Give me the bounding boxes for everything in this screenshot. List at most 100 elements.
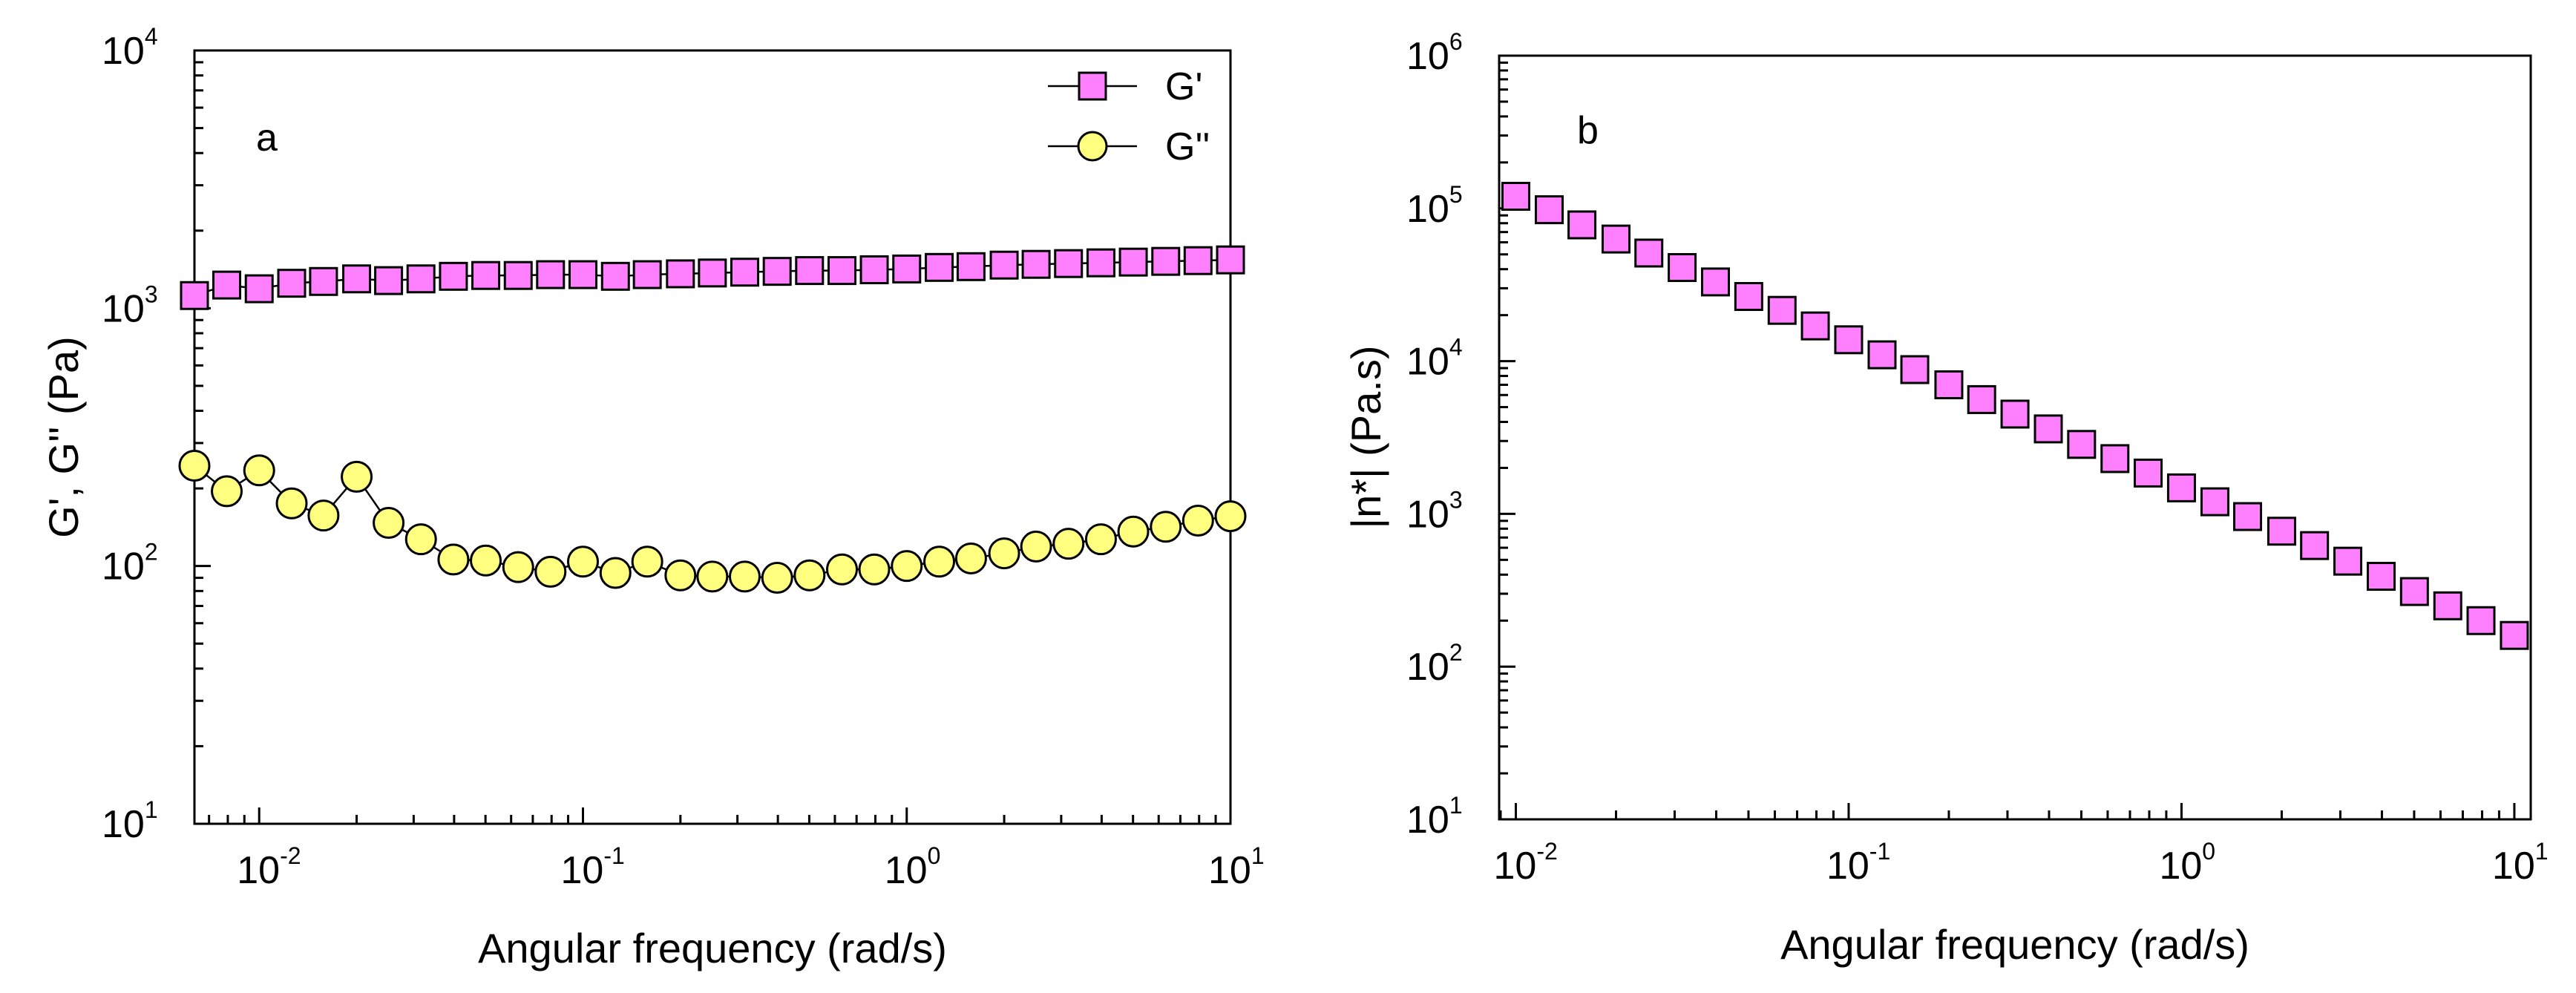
b-x-tick-label-exp: -2	[1536, 838, 1557, 865]
b-point-eta	[2201, 488, 2228, 515]
chart-a-legend: G' G''	[1048, 65, 1210, 168]
a-point-gprime	[764, 258, 790, 285]
a-point-gdouble	[795, 560, 825, 590]
a-x-tick-label-exp: 0	[928, 842, 941, 869]
b-y-tick-label-base: 10	[1406, 646, 1449, 689]
legend-marker-gdouble	[1078, 132, 1107, 160]
b-y-tick-label-base: 10	[1406, 341, 1449, 384]
a-point-gprime	[505, 262, 531, 289]
a-point-gprime	[957, 253, 984, 280]
b-y-tick-label: 104	[1406, 334, 1463, 384]
a-y-tick-label-exp: 3	[145, 281, 158, 307]
chart-b-xlabel: Angular frequency (rad/s)	[1780, 921, 2249, 968]
a-x-tick-label-exp: 1	[1251, 842, 1265, 869]
legend-label-gdouble: G''	[1165, 125, 1210, 168]
a-point-gdouble	[892, 551, 922, 581]
a-point-gdouble	[827, 554, 857, 584]
a-point-gdouble	[956, 543, 986, 573]
a-point-gdouble	[309, 501, 338, 531]
b-y-tick-label-base: 10	[1406, 35, 1449, 78]
a-point-gprime	[214, 272, 240, 298]
b-y-tick-label-base: 10	[1406, 188, 1449, 231]
a-point-gprime	[699, 260, 726, 286]
b-x-tick-label-base: 10	[2492, 845, 2535, 888]
a-point-gprime	[894, 255, 920, 282]
a-y-tick-label: 102	[102, 539, 158, 589]
a-point-gprime	[991, 252, 1017, 278]
a-point-gprime	[181, 282, 208, 309]
a-point-gdouble	[1151, 512, 1181, 542]
b-point-eta	[2301, 532, 2328, 559]
b-y-tick-label: 101	[1406, 792, 1463, 842]
a-point-gprime	[602, 263, 629, 289]
b-y-tick-label-exp: 1	[1449, 792, 1463, 819]
b-point-eta	[1536, 197, 1562, 223]
a-point-gdouble	[925, 547, 954, 577]
b-y-tick-label-exp: 5	[1449, 181, 1463, 208]
chart-a-ylabel: G', G'' (Pa)	[40, 336, 87, 538]
b-x-tick-label: 10-2	[1493, 838, 1557, 888]
b-point-eta	[1735, 283, 1762, 309]
a-point-gdouble	[859, 554, 889, 584]
b-point-eta	[1802, 312, 1829, 339]
a-x-tick-label: 10-2	[237, 842, 301, 892]
a-x-tick-label-base: 10	[237, 849, 280, 892]
a-point-gdouble	[730, 562, 759, 591]
b-point-eta	[2401, 578, 2428, 605]
b-point-eta	[2135, 459, 2162, 486]
a-point-gprime	[344, 266, 370, 292]
a-x-tick-label-exp: -1	[603, 842, 624, 869]
chart-a-xlabel: Angular frequency (rad/s)	[478, 925, 947, 971]
a-x-tick-label-exp: -2	[280, 842, 301, 869]
b-point-eta	[2068, 431, 2095, 458]
b-y-tick-label-exp: 2	[1449, 639, 1463, 666]
a-point-gprime	[667, 260, 694, 287]
b-y-tick-label: 105	[1406, 181, 1463, 231]
a-point-gdouble	[503, 552, 533, 582]
b-point-eta	[1769, 297, 1795, 324]
b-y-tick-label-base: 10	[1406, 799, 1449, 842]
b-point-eta	[1901, 356, 1928, 383]
a-point-gprime	[246, 275, 272, 302]
a-point-gprime	[731, 259, 758, 286]
b-y-tick-label: 103	[1406, 486, 1463, 536]
a-point-gdouble	[698, 562, 727, 591]
legend-label-gprime: G'	[1165, 65, 1202, 108]
a-point-gdouble	[1216, 502, 1245, 531]
a-point-gprime	[1087, 249, 1114, 276]
a-point-gprime	[1153, 248, 1179, 275]
chart-b-panel-label: b	[1577, 109, 1599, 152]
a-y-tick-label-base: 10	[102, 30, 145, 73]
a-x-tick-label: 101	[1208, 842, 1265, 892]
b-point-eta	[1502, 183, 1529, 210]
b-point-eta	[1602, 226, 1629, 252]
a-point-gprime	[829, 258, 856, 284]
b-point-eta	[2102, 445, 2128, 472]
a-point-gdouble	[666, 560, 695, 590]
b-y-tick-label: 102	[1406, 639, 1463, 689]
a-y-tick-label-exp: 1	[145, 796, 158, 823]
b-point-eta	[2168, 474, 2195, 501]
figure: 10-2 10-1 100 101101102103104 a G' G'' Angu…	[0, 0, 2576, 993]
a-point-gdouble	[277, 488, 307, 518]
a-point-gdouble	[1183, 506, 1213, 536]
a-y-tick-label-exp: 2	[145, 539, 158, 566]
b-point-eta	[2035, 416, 2062, 442]
a-point-gdouble	[244, 456, 274, 485]
a-point-gdouble	[180, 450, 209, 480]
b-point-eta	[2268, 518, 2295, 545]
chart-b-markers	[1502, 183, 2527, 649]
b-point-eta	[1669, 254, 1696, 281]
a-point-gprime	[278, 270, 305, 297]
a-point-gprime	[407, 266, 434, 292]
a-point-gdouble	[600, 558, 630, 588]
chart-a-markers	[180, 246, 1245, 592]
a-point-gprime	[1217, 246, 1244, 273]
a-point-gdouble	[1118, 517, 1148, 546]
chart-b-plot-area	[1499, 56, 2531, 819]
b-y-tick-label: 106	[1406, 28, 1463, 78]
a-y-tick-label: 101	[102, 796, 158, 846]
chart-b-ylabel: |n*| (Pa.s)	[1343, 346, 1389, 529]
